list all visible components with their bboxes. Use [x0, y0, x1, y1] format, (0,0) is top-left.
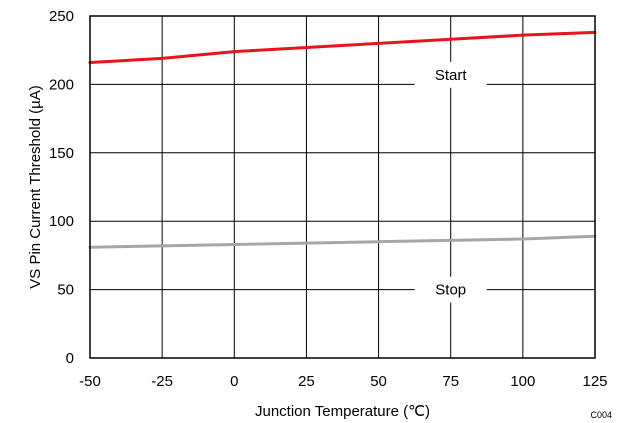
x-tick-label: 100 [510, 373, 535, 390]
plot-frame [89, 15, 596, 359]
y-tick-label: 250 [49, 8, 74, 25]
annotation-stop: Stop [435, 282, 466, 299]
x-axis-label: Junction Temperature (℃) [255, 403, 430, 420]
x-tick-label: 50 [370, 373, 387, 390]
x-tick-label: 25 [298, 373, 315, 390]
series-line-stop [88, 234, 597, 249]
y-tick-label: 200 [49, 76, 74, 93]
y-tick-labels: 0 50 100 150 200 250 [49, 8, 74, 367]
y-tick-label: 150 [49, 145, 74, 162]
y-axis-label: VS Pin Current Threshold (µA) [27, 85, 44, 288]
x-tick-label: 0 [230, 373, 238, 390]
annotation-background [414, 276, 487, 303]
y-tick-label: 100 [49, 213, 74, 230]
annotation-background [414, 61, 487, 88]
annotation-start: Start [435, 67, 468, 84]
series-layer [88, 30, 597, 249]
x-tick-labels: -50 -25 0 25 50 75 100 125 [79, 373, 607, 390]
x-tick-label: -50 [79, 373, 101, 390]
grid [90, 16, 595, 358]
y-tick-label: 50 [57, 282, 74, 299]
y-tick-label: 0 [66, 350, 74, 367]
x-tick-label: 75 [442, 373, 459, 390]
x-tick-label: -25 [151, 373, 173, 390]
annotations: Start Stop [414, 61, 487, 303]
x-tick-label: 125 [582, 373, 607, 390]
series-line-start [88, 30, 597, 65]
figure-code-label: C004 [590, 410, 612, 420]
